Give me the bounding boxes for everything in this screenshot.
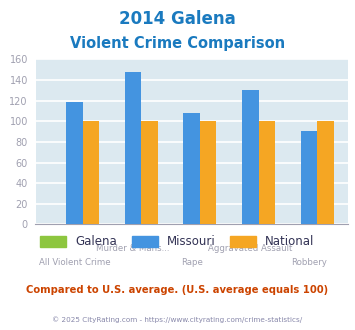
Bar: [317, 121, 334, 224]
Bar: [242, 90, 258, 224]
Bar: [141, 121, 158, 224]
Bar: [184, 113, 200, 224]
Bar: [301, 131, 317, 224]
Bar: [200, 121, 216, 224]
Text: Aggravated Assault: Aggravated Assault: [208, 244, 293, 253]
Bar: [125, 72, 141, 224]
Text: Violent Crime Comparison: Violent Crime Comparison: [70, 36, 285, 51]
Text: Murder & Mans...: Murder & Mans...: [96, 244, 170, 253]
Bar: [83, 121, 99, 224]
Bar: [258, 121, 275, 224]
Text: Rape: Rape: [181, 258, 203, 267]
Text: All Violent Crime: All Violent Crime: [39, 258, 110, 267]
Text: Compared to U.S. average. (U.S. average equals 100): Compared to U.S. average. (U.S. average …: [26, 285, 329, 295]
Text: Robbery: Robbery: [291, 258, 327, 267]
Text: 2014 Galena: 2014 Galena: [119, 10, 236, 28]
Legend: Galena, Missouri, National: Galena, Missouri, National: [36, 231, 320, 253]
Bar: [66, 102, 83, 224]
Text: © 2025 CityRating.com - https://www.cityrating.com/crime-statistics/: © 2025 CityRating.com - https://www.city…: [53, 317, 302, 323]
